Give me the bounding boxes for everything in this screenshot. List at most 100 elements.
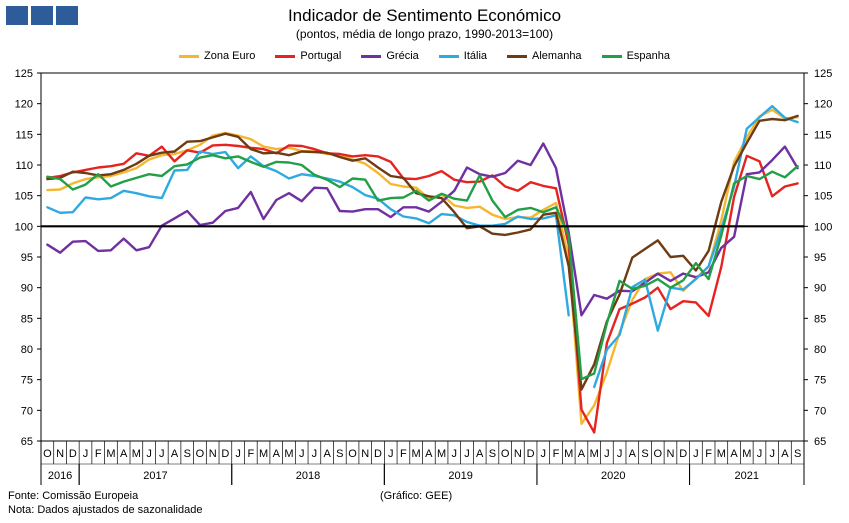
chart-subtitle: (pontos, média de longo prazo, 1990-2013…: [295, 27, 554, 41]
y-tick-label-left: 75: [21, 375, 33, 387]
legend-swatch: [179, 54, 199, 58]
y-tick-label-right: 90: [814, 283, 826, 295]
legend-label: Itália: [463, 50, 488, 62]
x-month-label: O: [653, 448, 662, 460]
y-tick-label-left: 125: [15, 68, 33, 80]
logo-block-2: [31, 6, 53, 25]
x-month-label: M: [284, 448, 293, 460]
x-month-label: M: [412, 448, 421, 460]
x-month-label: J: [693, 448, 699, 460]
y-tick-label-right: 100: [814, 221, 832, 233]
legend-label: Alemanha: [532, 50, 582, 62]
x-month-label: D: [527, 448, 535, 460]
plot-frame: [40, 72, 805, 442]
x-month-label: M: [742, 448, 751, 460]
x-month-label: J: [146, 448, 152, 460]
x-month-label: N: [361, 448, 369, 460]
x-month-label: J: [604, 448, 610, 460]
x-month-label: M: [717, 448, 726, 460]
x-month-label: S: [184, 448, 191, 460]
legend-swatch: [361, 54, 382, 58]
x-month-label: D: [374, 448, 382, 460]
y-tick-label-right: 70: [814, 405, 826, 417]
x-month-label: J: [83, 448, 89, 460]
x-month-label: O: [501, 448, 510, 460]
y-tick-label-left: 100: [15, 221, 33, 233]
logo-block-3: [56, 6, 78, 25]
y-tick-label-right: 125: [814, 68, 832, 80]
legend-item: Zona Euro: [179, 50, 255, 62]
y-tick-label-right: 95: [814, 252, 826, 264]
x-year-label: 2019: [448, 470, 472, 482]
legend-swatch: [601, 54, 622, 58]
y-tick-label-left: 105: [15, 191, 33, 203]
y-tick-label-left: 120: [15, 99, 33, 111]
x-month-label: F: [705, 448, 712, 460]
x-month-label: N: [56, 448, 64, 460]
x-month-label: A: [476, 448, 484, 460]
x-month-label: J: [769, 448, 775, 460]
x-month-label: J: [464, 448, 470, 460]
legend-label: Zona Euro: [204, 50, 256, 62]
legend-item: Itália: [438, 50, 488, 62]
x-month-label: J: [235, 448, 241, 460]
x-month-label: A: [629, 448, 637, 460]
series-line: [46, 142, 799, 317]
x-year-label: 2020: [601, 470, 625, 482]
x-month-label: S: [489, 448, 496, 460]
y-tick-label-right: 80: [814, 344, 826, 356]
legend-label: Grécia: [386, 50, 419, 62]
legend-item: Portugal: [275, 50, 341, 62]
y-tick-label-right: 105: [814, 191, 832, 203]
x-month-label: S: [641, 448, 648, 460]
x-year-label: 2021: [735, 470, 759, 482]
chart-title: Indicador de Sentimento Económico: [287, 6, 562, 25]
x-month-label: A: [730, 448, 738, 460]
x-month-label: F: [95, 448, 102, 460]
x-month-label: J: [617, 448, 623, 460]
x-month-label: N: [209, 448, 217, 460]
y-tick-label-left: 65: [21, 436, 33, 448]
y-tick-label-left: 70: [21, 405, 33, 417]
legend-item: Grécia: [361, 50, 419, 62]
x-month-label: A: [171, 448, 179, 460]
x-month-label: D: [221, 448, 229, 460]
y-tick-label-right: 85: [814, 313, 826, 325]
y-tick-label-left: 80: [21, 344, 33, 356]
adjustment-note: Nota: Dados ajustados de sazonalidade: [8, 504, 203, 516]
x-month-label: J: [452, 448, 458, 460]
x-month-label: S: [794, 448, 801, 460]
legend-item: Espanha: [601, 50, 670, 62]
y-tick-label-right: 115: [814, 129, 832, 141]
legend-item: Alemanha: [507, 50, 582, 62]
x-month-label: F: [553, 448, 560, 460]
x-month-label: D: [69, 448, 77, 460]
x-year-label: 2017: [143, 470, 167, 482]
x-month-label: O: [196, 448, 205, 460]
chart-credit: (Gráfico: GEE): [380, 490, 453, 502]
x-month-label: O: [43, 448, 52, 460]
x-month-label: A: [273, 448, 281, 460]
x-month-label: J: [541, 448, 547, 460]
chart-legend: Zona Euro Portugal Grécia Itália Alemanha Esp…: [0, 50, 849, 62]
legend-swatch: [507, 54, 528, 58]
x-month-label: O: [348, 448, 357, 460]
y-tick-label-right: 120: [814, 99, 832, 111]
x-month-label: M: [437, 448, 446, 460]
y-tick-label-left: 90: [21, 283, 33, 295]
legend-label: Portugal: [300, 50, 342, 62]
x-month-label: J: [299, 448, 305, 460]
x-month-label: N: [666, 448, 674, 460]
y-tick-label-left: 110: [15, 160, 33, 172]
x-month-label: F: [247, 448, 254, 460]
series-line: [46, 154, 799, 381]
logo: [6, 6, 78, 25]
series-line: [46, 143, 799, 434]
x-month-label: D: [679, 448, 687, 460]
x-month-label: M: [106, 448, 115, 460]
x-month-label: A: [120, 448, 128, 460]
x-month-label: J: [312, 448, 318, 460]
x-month-label: A: [323, 448, 331, 460]
x-month-label: M: [590, 448, 599, 460]
